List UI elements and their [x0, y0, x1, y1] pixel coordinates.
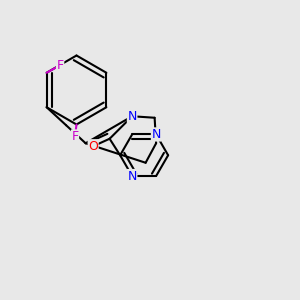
Text: N: N	[128, 110, 137, 123]
Text: F: F	[57, 59, 64, 72]
Text: O: O	[88, 140, 98, 153]
Text: N: N	[128, 169, 137, 182]
Text: N: N	[152, 128, 161, 141]
Text: F: F	[71, 130, 79, 143]
